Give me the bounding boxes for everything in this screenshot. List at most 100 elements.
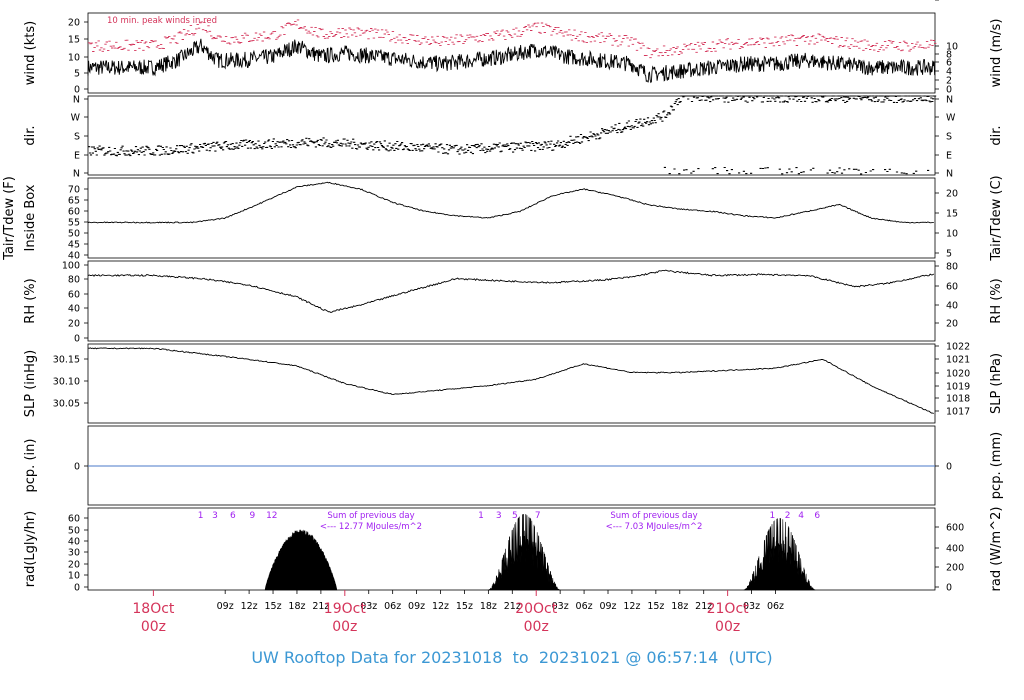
rad-ytick-label-left: 20	[68, 560, 80, 571]
footer-start: 20231018	[420, 648, 503, 667]
time-tick-label: 06z	[384, 601, 401, 612]
temp-frame	[87, 177, 936, 259]
slp-ytick-label-right: 1019	[946, 382, 970, 393]
slp-frame	[87, 343, 936, 424]
rad-hour-label: 5	[512, 511, 518, 521]
wind-direction-points	[88, 95, 937, 175]
rh-ytick-label-right: 60	[946, 282, 958, 293]
time-tick-label: 06z	[576, 601, 593, 612]
dir-ytick-label-right: W	[946, 113, 956, 124]
wind-frame	[87, 12, 936, 94]
rad-hour-label: 7	[535, 511, 541, 521]
temp-ytick-label-left: 70	[68, 185, 80, 196]
time-tick-label: 15z	[647, 601, 664, 612]
rad-hour-label: 1	[770, 511, 776, 521]
radiation-day-2	[488, 513, 561, 591]
dir-ytick-label-right: N	[946, 169, 953, 180]
slp-ytick-label-right: 1020	[946, 369, 970, 380]
wind-ytick-label-right: 0	[946, 85, 952, 96]
time-tick-label: 03z	[743, 601, 760, 612]
wind-ytick-label-left: 10	[68, 53, 80, 64]
rad-sum-line2: <--- 7.03 MJoules/m^2	[606, 522, 703, 532]
wind-ylabel-right: wind (m/s)	[989, 19, 1004, 88]
slp-line	[87, 347, 934, 414]
rad-ytick-label-right: 600	[946, 523, 964, 534]
dir-ylabel-right: dir.	[989, 125, 1004, 145]
day-label: 19Oct	[324, 601, 367, 617]
slp-ytick-label-right: 1022	[946, 342, 970, 353]
time-tick-label: 09z	[217, 601, 234, 612]
rad-hour-label: 6	[230, 511, 236, 521]
rh-ytick-label-right: 100	[946, 0, 964, 3]
rad-sum-line1: Sum of previous day	[610, 511, 697, 521]
time-tick-label: 06z	[767, 601, 784, 612]
rad-hour-label: 2	[785, 511, 791, 521]
radiation-day-1	[264, 529, 338, 591]
wind-ytick-label-right: 4	[946, 67, 952, 78]
rh-ytick-label-left: 60	[68, 290, 80, 301]
time-tick-label: 18z	[288, 601, 305, 612]
dir-ytick-label-right: S	[946, 132, 952, 143]
wind-ytick-label-left: 15	[68, 35, 80, 46]
wind-ylabel-left: wind (kts)	[23, 21, 38, 85]
wind-ytick-label-left: 5	[74, 69, 80, 80]
day-label: 21Oct	[707, 601, 750, 617]
rad-hour-label: 3	[212, 511, 218, 521]
rad-ytick-label-left: 40	[68, 537, 80, 548]
rh-ytick-label-right: 40	[946, 301, 958, 312]
rad-hour-label: 12	[266, 511, 277, 521]
wind-speed-line	[87, 38, 936, 84]
temp-ylabel-right: Tair/Tdew (C)	[989, 175, 1004, 261]
dir-ytick-label-left: W	[71, 113, 81, 124]
rad-ytick-label-right: 0	[946, 583, 952, 594]
slp-ytick-label-right: 1021	[946, 355, 970, 366]
rad-sum-line1: Sum of previous day	[327, 511, 414, 521]
footer-sep: to	[502, 648, 539, 667]
rad-hour-label: 9	[249, 511, 255, 521]
day-hour-label: 00z	[332, 619, 357, 635]
rad-ytick-label-left: 60	[68, 514, 80, 525]
rh-ytick-label-right: 80	[946, 262, 958, 273]
temp-ylabel-left: Inside Box	[23, 184, 38, 251]
slp-ytick-label-left: 30.15	[53, 355, 80, 366]
wind-ytick-label-left: 20	[68, 18, 80, 29]
pcp-ylabel-right: pcp. (mm)	[989, 432, 1004, 499]
temp-ytick-label-left: 65	[68, 196, 80, 207]
time-tick-label: 15z	[264, 601, 281, 612]
rad-ylabel-left: rad(Lgly/hr)	[23, 511, 38, 587]
temp-ytick-label-right: 10	[946, 229, 958, 240]
rad-ylabel-right: rad (W/m^2)	[989, 507, 1004, 592]
rh-ytick-label-left: 80	[68, 275, 80, 286]
wind-annotation: 10 min. peak winds in red	[107, 16, 217, 26]
temp-ytick-label-left: 60	[68, 207, 80, 218]
rad-hour-label: 4	[798, 511, 804, 521]
radiation-day-3	[743, 518, 816, 591]
day-hour-label: 00z	[524, 619, 549, 635]
day-label: 20Oct	[515, 601, 558, 617]
wind-ytick-label-right: 6	[946, 58, 952, 69]
slp-ytick-label-right: 1018	[946, 394, 970, 405]
rad-ytick-label-right: 200	[946, 563, 964, 574]
temp-ytick-label-left: 40	[68, 251, 80, 262]
footer-at: @ 06:57:14 (UTC)	[620, 648, 773, 667]
rh-frame	[87, 260, 936, 342]
temp-ytick-label-left: 55	[68, 218, 80, 229]
rh-ytick-label-right: 20	[946, 319, 958, 330]
pcp-ylabel-left: pcp. (in)	[23, 439, 38, 493]
rad-hour-label: 1	[198, 511, 204, 521]
slp-ytick-label-right: 1017	[946, 407, 970, 418]
time-tick-label: 03z	[552, 601, 569, 612]
dir-ytick-label-left: S	[74, 132, 80, 143]
time-tick-label: 21z	[695, 601, 712, 612]
rad-ytick-label-left: 10	[68, 571, 80, 582]
wind-ytick-label-right: 8	[946, 50, 952, 61]
rh-ylabel-left: RH (%)	[23, 278, 38, 323]
wind-ytick-label-right: 10	[946, 42, 958, 53]
wind-ytick-label-left: 0	[74, 85, 80, 96]
slp-ytick-label-left: 30.05	[53, 399, 80, 410]
rad-hour-label: 6	[814, 511, 820, 521]
rh-ytick-label-left: 0	[74, 334, 80, 345]
